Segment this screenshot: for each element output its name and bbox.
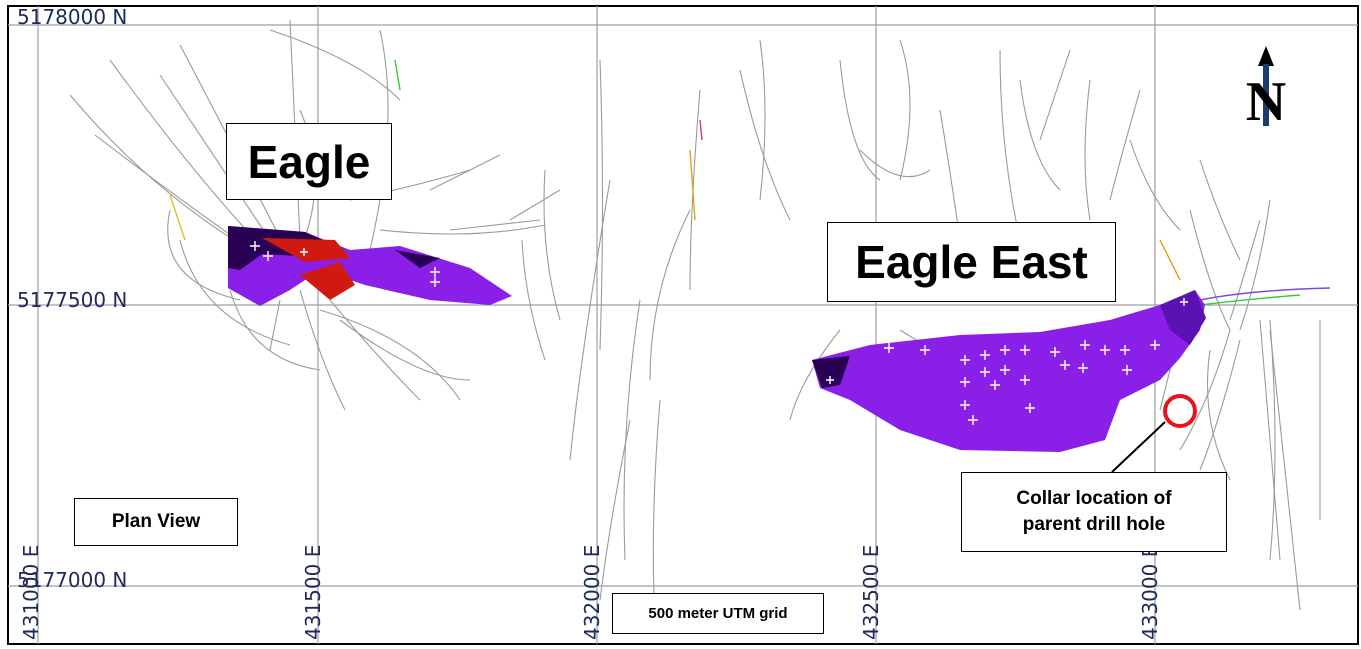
collar-label-line2: parent drill hole: [1022, 514, 1166, 535]
grid-label-433000e: 433000 E: [1138, 545, 1162, 640]
label-plan-view: Plan View: [74, 498, 238, 546]
label-collar-location: Collar location of parent drill hole: [961, 472, 1227, 552]
trace-accents: [169, 59, 1331, 306]
grid-label-431000e: 431000 E: [19, 545, 43, 640]
drill-collars: [250, 241, 1188, 425]
drill-traces: [69, 19, 1321, 621]
label-grid-note: 500 meter UTM grid: [612, 593, 824, 634]
label-eagle: Eagle: [226, 123, 392, 200]
collar-label-line1: Collar location of: [1016, 488, 1172, 509]
grid-label-432000e: 432000 E: [580, 545, 604, 640]
utm-grid: [8, 6, 1358, 644]
grid-label-432500e: 432500 E: [859, 545, 883, 640]
eagle-east-orebody: [812, 290, 1206, 452]
label-eagle-east: Eagle East: [827, 222, 1116, 302]
grid-label-5177500n: 5177500 N: [17, 288, 127, 312]
collar-location-marker: [1163, 394, 1197, 428]
north-arrow-icon: N: [1246, 46, 1286, 133]
grid-label-5178000n: 5178000 N: [17, 5, 127, 29]
eagle-orebody: [228, 226, 512, 306]
grid-label-431500e: 431500 E: [301, 545, 325, 640]
north-letter: N: [1246, 71, 1286, 133]
grid-label-5177000n: 5177000 N: [17, 568, 127, 592]
collar-leader-line: [1111, 421, 1166, 473]
